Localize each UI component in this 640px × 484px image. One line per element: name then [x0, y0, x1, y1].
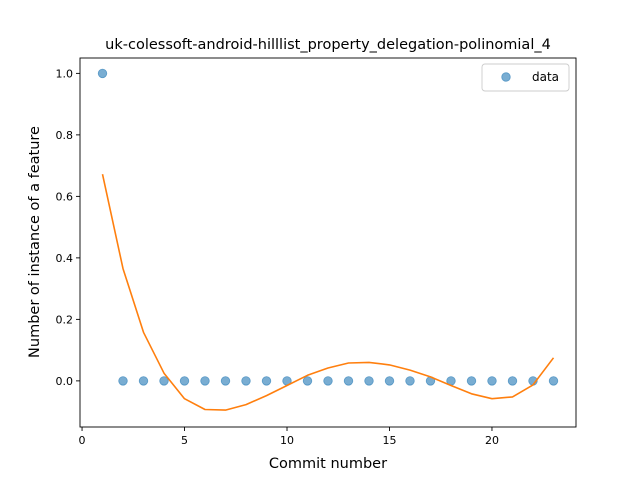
chart-title: uk-colessoft-android-hilllist_property_d… — [105, 37, 551, 53]
data-point — [466, 376, 477, 386]
data-point — [220, 376, 231, 386]
data-point — [138, 376, 149, 386]
y-tick-label: 0.4 — [56, 252, 74, 265]
y-tick-label: 1.0 — [56, 67, 74, 80]
axes: 0 5 10 15 20 0.0 0.2 0.4 0.6 0.8 1.0 — [56, 57, 577, 447]
legend: data — [481, 63, 570, 92]
data-point — [507, 376, 518, 386]
data-point — [118, 376, 128, 386]
legend-box — [481, 63, 570, 92]
y-tick-label: 0.8 — [56, 129, 74, 142]
data-point — [159, 376, 169, 386]
axes-frame — [79, 57, 577, 428]
data-point — [323, 376, 333, 386]
x-tick-label: 20 — [485, 434, 499, 447]
x-axis-label: Commit number — [269, 456, 387, 472]
x-tick-label: 5 — [181, 434, 188, 447]
legend-marker — [501, 72, 511, 82]
data-point — [548, 376, 559, 386]
data-point — [364, 376, 374, 386]
x-tick-label: 10 — [280, 434, 294, 447]
data-point — [200, 376, 210, 386]
data-point — [405, 376, 415, 386]
x-tick-label: 0 — [79, 434, 86, 447]
fit-line — [101, 174, 555, 411]
data-point — [97, 68, 108, 79]
y-axis-label: Number of instance of a feature — [27, 126, 43, 358]
legend-label: data — [532, 70, 559, 84]
data-point — [487, 376, 497, 386]
plot-area — [97, 68, 559, 411]
y-tick-label: 0.6 — [56, 190, 74, 203]
y-tick-label: 0.2 — [56, 313, 74, 326]
data-point — [384, 376, 395, 386]
data-point — [179, 376, 190, 386]
data-point — [343, 376, 354, 386]
data-point — [241, 376, 251, 386]
data-point — [302, 376, 313, 386]
data-point — [261, 376, 272, 386]
y-tick-label: 0.0 — [56, 375, 74, 388]
x-tick-label: 15 — [382, 434, 396, 447]
